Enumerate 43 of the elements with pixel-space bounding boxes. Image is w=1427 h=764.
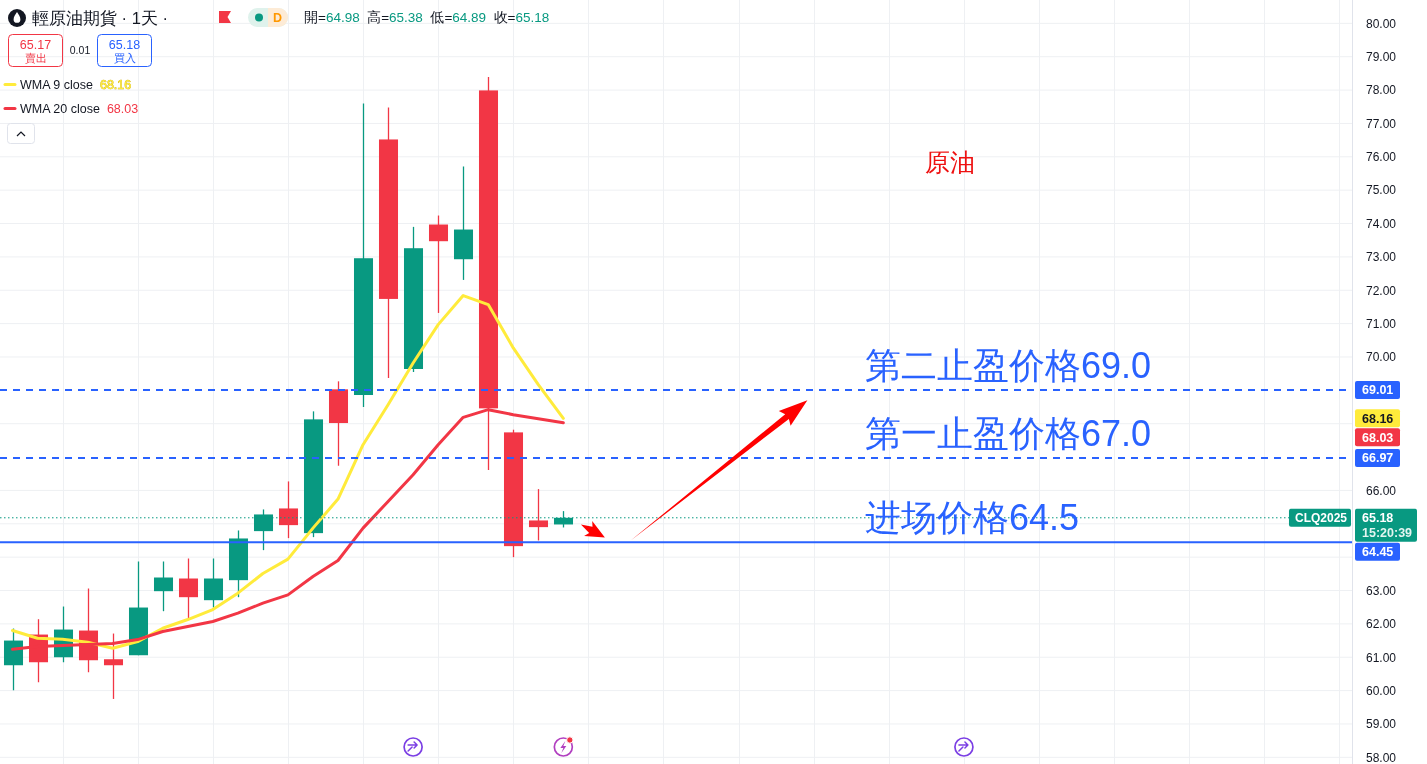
text: 64.45	[1362, 545, 1394, 560]
annotation: 0.01	[69, 44, 91, 56]
ref-line-label: 第一止盈价格67.0	[865, 413, 1152, 455]
y-tick-label: 59.00	[1366, 717, 1397, 732]
text: 開=64.98 高=65.38 低=64.89 收=65.18	[304, 10, 550, 25]
y-tick-label: 63.00	[1366, 583, 1397, 598]
annotation: 原油	[925, 148, 975, 177]
text: 68.16	[1362, 411, 1394, 426]
y-tick-label: 79.00	[1366, 50, 1397, 65]
y-tick-label: 72.00	[1366, 283, 1397, 298]
y-tick-label: 77.00	[1366, 116, 1397, 131]
y-tick-label: 61.00	[1366, 650, 1397, 665]
y-tick-label: 75.00	[1366, 183, 1397, 198]
ref-line-label: 第二止盈价格69.0	[865, 345, 1152, 387]
ref-line-label: CLQ2025	[1294, 511, 1348, 526]
legend-label: WMA 20 close	[20, 102, 100, 116]
line-series	[11, 294, 565, 650]
y-tick-label: 80.00	[1366, 16, 1397, 31]
y-tick-label: 60.00	[1366, 683, 1397, 698]
y-tick-label: 73.00	[1366, 250, 1397, 265]
ref-line-label: 进场价格64.5	[865, 497, 1080, 539]
annotation: 68.16	[99, 78, 132, 92]
y-tick-label: 62.00	[1366, 617, 1397, 632]
text: 65.18	[1362, 511, 1394, 526]
annotation: 賣出	[24, 52, 47, 64]
annotation: 68.03	[106, 102, 139, 116]
legend-label: WMA 9 close	[20, 78, 93, 92]
annotation: 65.17	[19, 38, 52, 52]
y-tick-label: 66.00	[1366, 483, 1397, 498]
y-tick-label: 71.00	[1366, 316, 1397, 331]
y-tick-label: 78.00	[1366, 83, 1397, 98]
y-tick-label: 74.00	[1366, 216, 1397, 231]
text: 輕原油期貨 · 1天 ·	[32, 9, 168, 28]
annotation: 65.18	[108, 38, 141, 52]
y-tick-label: 76.00	[1366, 150, 1397, 165]
annotation: D	[272, 11, 283, 25]
y-tick-label: 58.00	[1366, 750, 1397, 764]
text: 68.03	[1362, 430, 1394, 445]
text: 69.01	[1362, 383, 1394, 398]
text: 15:20:39	[1362, 526, 1413, 541]
text: 66.97	[1362, 451, 1394, 466]
y-tick-label: 70.00	[1366, 350, 1397, 365]
annotation: 買入	[113, 52, 136, 64]
